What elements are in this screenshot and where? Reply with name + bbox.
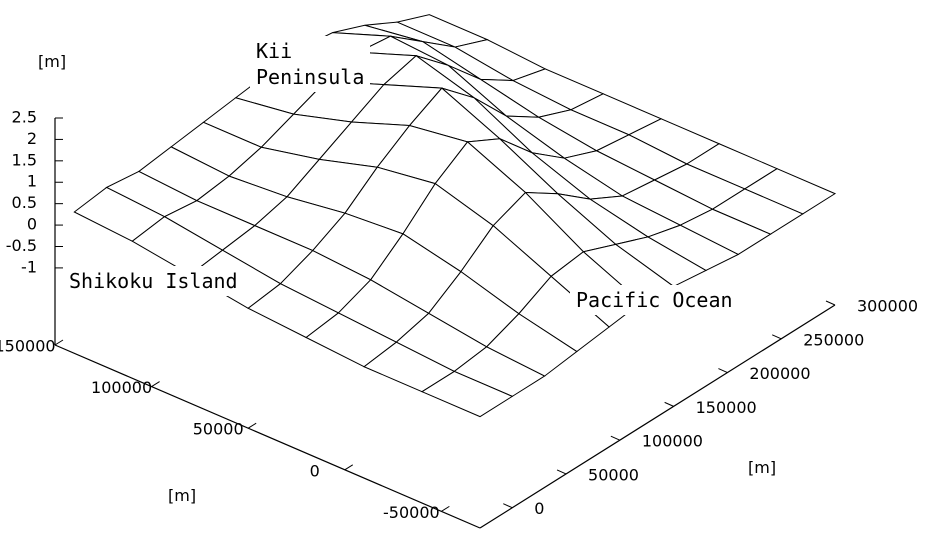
z-axis-label: [m] xyxy=(38,52,66,71)
x-tick-label: 0 xyxy=(310,461,320,480)
y-tick xyxy=(665,402,674,406)
y-tick xyxy=(718,369,727,373)
annotation: Kii Peninsula xyxy=(250,36,370,92)
z-tick-label: 1.5 xyxy=(12,150,37,169)
x-tick xyxy=(55,340,63,345)
x-tick-label: 50000 xyxy=(193,420,244,439)
z-tick-label: 0.5 xyxy=(12,193,37,212)
y-tick-label: 50000 xyxy=(588,465,639,484)
y-axis-label: [m] xyxy=(748,458,776,477)
y-tick-label: 250000 xyxy=(803,330,864,349)
x-tick xyxy=(248,423,256,428)
z-tick-label: 0 xyxy=(27,215,37,234)
y-tick xyxy=(557,470,566,474)
z-tick-label: 2.5 xyxy=(12,108,37,127)
annotation: Pacific Ocean xyxy=(570,285,739,315)
y-tick-label: 100000 xyxy=(642,432,703,451)
y-tick-label: 200000 xyxy=(749,364,810,383)
x-tick xyxy=(345,465,353,470)
y-tick-label: 0 xyxy=(534,499,544,518)
x-tick-label: 150000 xyxy=(0,337,56,356)
x-tick-label: 100000 xyxy=(91,378,152,397)
z-tick-label: 1 xyxy=(27,172,37,191)
y-tick-label: 150000 xyxy=(696,398,757,417)
z-tick-label: 2 xyxy=(27,129,37,148)
x-tick xyxy=(441,506,449,511)
y-tick-label: 300000 xyxy=(857,297,918,316)
y-tick xyxy=(503,504,512,508)
x-tick-label: -50000 xyxy=(383,503,440,522)
y-tick xyxy=(772,335,781,339)
chart: -1-0.500.511.522.5-500000500001000001500… xyxy=(0,0,933,533)
annotation: Shikoku Island xyxy=(63,266,244,296)
z-tick-label: -0.5 xyxy=(6,236,37,255)
x-axis-label: [m] xyxy=(168,486,196,505)
z-tick-label: -1 xyxy=(21,257,37,276)
y-tick xyxy=(611,436,620,440)
x-tick xyxy=(152,382,160,387)
y-tick xyxy=(826,301,835,305)
